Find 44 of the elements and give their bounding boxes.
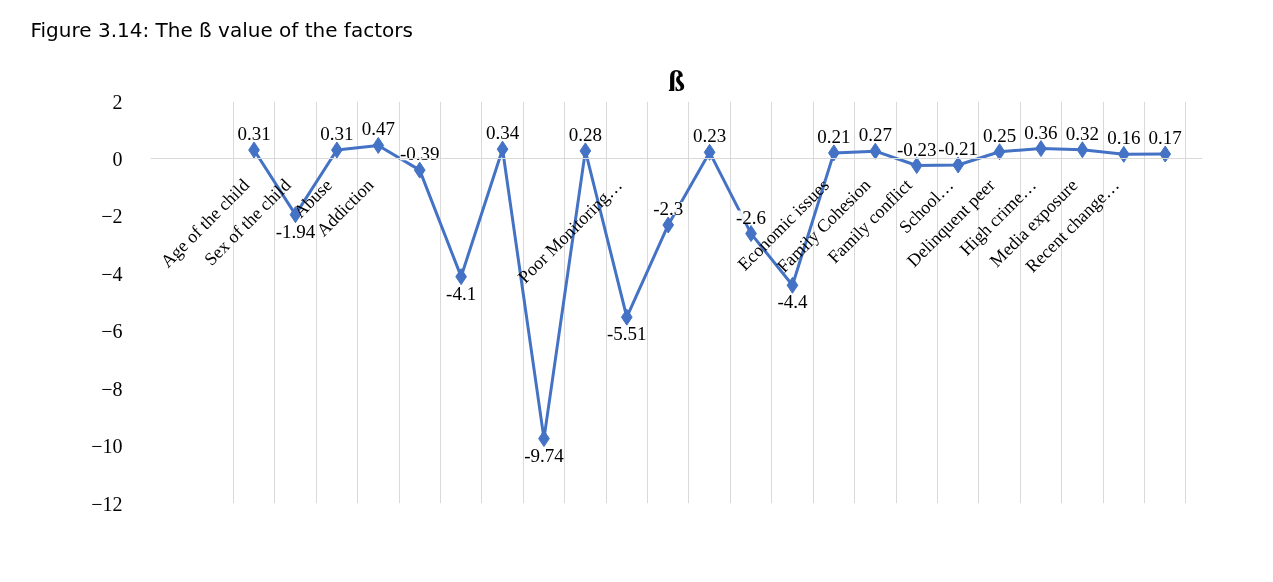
- data-label: -0.21: [938, 137, 978, 159]
- data-label: 0.47: [361, 118, 395, 140]
- data-label: 0.36: [1024, 121, 1058, 143]
- y-tick-label: −4: [101, 262, 123, 285]
- point: [662, 216, 675, 234]
- chart-title: Figure 3.14: The ß value of the factors: [30, 17, 413, 42]
- data-label: 0.31: [320, 123, 354, 145]
- point: [496, 140, 509, 158]
- y-tick-label: −10: [91, 435, 123, 458]
- y-tick-label: −8: [101, 377, 123, 400]
- point: [413, 161, 426, 179]
- point: [786, 276, 799, 294]
- point: [1117, 145, 1130, 163]
- point: [993, 143, 1006, 161]
- data-label: 0.17: [1148, 127, 1182, 149]
- data-label: -0.23: [896, 138, 937, 160]
- data-label: -4.4: [777, 291, 809, 313]
- data-label: -9.74: [524, 444, 565, 466]
- y-tick-label: −6: [101, 320, 123, 343]
- data-label: -4.1: [446, 282, 477, 304]
- y-tick-label: 2: [112, 90, 123, 113]
- data-label: 0.27: [858, 124, 892, 146]
- data-label: 0.31: [237, 123, 271, 145]
- data-label: 0.28: [568, 123, 603, 145]
- point: [372, 136, 385, 154]
- point: [910, 157, 923, 175]
- data-label: 0.16: [1107, 127, 1141, 149]
- chart-subtitle: ß: [668, 63, 685, 97]
- y-tick-label: −2: [101, 205, 123, 228]
- data-label: 0.21: [817, 125, 851, 147]
- data-label: -5.51: [607, 323, 647, 345]
- point: [869, 142, 882, 160]
- y-tick-label: 0: [112, 147, 123, 170]
- point: [1159, 145, 1172, 163]
- data-label: 0.23: [693, 125, 727, 147]
- data-label: -2.3: [653, 197, 684, 219]
- y-tick-label: −12: [91, 492, 123, 515]
- data-label: 0.32: [1065, 122, 1100, 144]
- point: [703, 143, 716, 161]
- data-label: 0.34: [485, 122, 520, 144]
- data-label: 0.25: [982, 124, 1017, 146]
- point: [1076, 141, 1089, 159]
- data-label: -1.94: [275, 220, 316, 242]
- point: [620, 308, 633, 326]
